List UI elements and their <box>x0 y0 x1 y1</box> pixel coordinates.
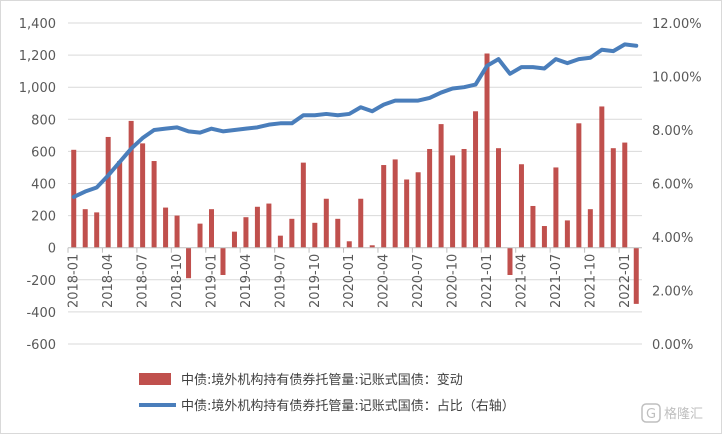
bar-2018-09 <box>163 207 169 248</box>
bar-2021-10 <box>587 209 593 248</box>
left-tick-label: -200 <box>26 274 56 289</box>
bar-2018-12 <box>197 223 203 248</box>
watermark-text: 格隆汇 <box>664 406 703 422</box>
right-tick-label: 12.00% <box>652 17 702 32</box>
x-tick-label: 2019-07 <box>273 254 288 308</box>
bar-2020-03 <box>369 245 375 248</box>
bar-2019-11 <box>323 198 329 248</box>
right-tick-label: 2.00% <box>652 285 693 300</box>
bar-2020-05 <box>392 159 398 248</box>
left-tick-label: 1,000 <box>19 81 56 96</box>
bar-2019-12 <box>335 218 341 248</box>
bar-2021-01 <box>484 53 490 248</box>
bar-2019-02 <box>220 247 226 275</box>
bar-2021-12 <box>610 148 616 248</box>
bar-2022-02 <box>633 247 639 304</box>
gridlines <box>67 22 642 345</box>
legend-bar-label: 中债:境外机构持有债券托管量:记账式国债：变动 <box>181 372 463 388</box>
bar-2021-08 <box>564 220 570 248</box>
bar-2018-07 <box>140 143 146 248</box>
legend: 中债:境外机构持有债券托管量:记账式国债：变动 中债:境外机构持有债券托管量:记… <box>139 372 515 414</box>
bar-2019-09 <box>300 162 306 248</box>
bar-2020-09 <box>438 124 444 248</box>
bar-2019-10 <box>312 222 318 248</box>
legend-bar-swatch <box>139 373 171 385</box>
bar-2020-04 <box>381 165 387 248</box>
bar-2019-01 <box>209 209 214 248</box>
right-tick-label: 6.00% <box>652 178 693 193</box>
bar-2021-04 <box>518 164 524 248</box>
bar-2020-06 <box>404 179 410 248</box>
bar-2021-09 <box>576 123 582 248</box>
x-tick-label: 2020-04 <box>377 254 392 308</box>
bar-2019-08 <box>289 218 295 248</box>
x-tick-label: 2021-01 <box>480 254 495 308</box>
right-axis-ticks: 0.00% 2.00% 4.00% 6.00% 8.00% 10.00% 12.00% <box>652 17 702 353</box>
right-tick-label: 4.00% <box>652 231 693 246</box>
bar-2018-11 <box>186 247 192 279</box>
x-tick-label: 2021-10 <box>583 254 598 308</box>
x-tick-label: 2021-07 <box>549 254 564 308</box>
bar-2019-07 <box>277 235 283 248</box>
bar-2019-05 <box>254 206 260 248</box>
bar-2020-02 <box>358 198 364 248</box>
right-tick-label: 10.00% <box>652 71 702 86</box>
bar-2018-02 <box>82 209 88 248</box>
left-tick-label: 800 <box>31 113 56 128</box>
bar-2020-10 <box>450 155 456 248</box>
bar-2020-12 <box>473 111 479 248</box>
line-series <box>71 42 639 199</box>
bar-2018-06 <box>128 120 134 248</box>
watermark: G 格隆汇 <box>641 403 703 423</box>
bar-2018-04 <box>105 136 111 248</box>
bar-2019-03 <box>231 231 237 248</box>
bar-2022-01 <box>622 142 628 248</box>
bar-2021-06 <box>541 226 547 248</box>
x-tick-label: 2021-04 <box>514 254 529 308</box>
left-axis-ticks: -600 -400 -200 0 200 400 600 800 1,000 1,200 1,400 <box>19 17 56 353</box>
bar-2021-11 <box>599 106 605 248</box>
x-tick-label: 2019-10 <box>308 254 323 308</box>
x-tick-label: 2018-07 <box>136 254 151 308</box>
bar-2021-02 <box>496 148 501 248</box>
x-tick-label: 2022-01 <box>618 254 633 308</box>
right-tick-label: 8.00% <box>652 124 693 139</box>
bar-2021-03 <box>507 247 513 275</box>
watermark-logo-icon <box>641 403 661 423</box>
left-tick-label: -400 <box>26 306 56 321</box>
x-axis-ticks: 2018-01 2018-04 2018-07 2018-10 2019-01 2019-… <box>67 254 633 308</box>
bar-2018-03 <box>94 212 100 248</box>
x-tick-label: 2018-01 <box>67 254 82 308</box>
x-tick-label: 2020-01 <box>342 254 357 308</box>
left-tick-label: 1,400 <box>19 17 56 32</box>
bar-2018-08 <box>151 161 157 248</box>
left-tick-label: 400 <box>31 178 56 193</box>
bar-2020-11 <box>461 148 467 248</box>
x-tick-label: 2018-04 <box>101 254 116 308</box>
x-tick-label: 2018-10 <box>170 254 185 308</box>
x-tick-label: 2020-10 <box>446 254 461 308</box>
watermark-logo-letter: G <box>646 407 656 422</box>
bar-2021-05 <box>530 205 536 248</box>
bar-2019-06 <box>266 203 272 248</box>
left-tick-label: 200 <box>31 210 56 225</box>
bar-2020-01 <box>346 241 352 248</box>
left-tick-label: 600 <box>31 145 56 160</box>
bar-2020-07 <box>415 172 421 248</box>
bar-2020-08 <box>427 148 433 248</box>
x-tick-label: 2019-01 <box>205 254 220 308</box>
right-tick-label: 0.00% <box>652 338 693 353</box>
left-tick-label: 1,200 <box>19 49 56 64</box>
left-tick-label: 0 <box>48 242 56 257</box>
bar-series <box>71 53 639 304</box>
bar-2021-07 <box>553 167 559 248</box>
bar-2018-10 <box>174 215 180 248</box>
bar-2018-05 <box>117 161 123 248</box>
x-tick-label: 2020-07 <box>411 254 426 308</box>
bar-2019-04 <box>243 217 249 248</box>
x-tick-label: 2019-04 <box>239 254 254 308</box>
left-tick-label: -600 <box>26 338 56 353</box>
legend-line-label: 中债:境外机构持有债券托管量:记账式国债：占比（右轴） <box>181 398 515 414</box>
